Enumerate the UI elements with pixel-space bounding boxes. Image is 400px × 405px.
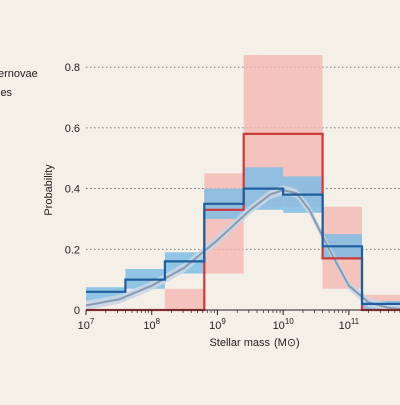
x-tick-base: 10 bbox=[273, 320, 285, 332]
y-tick-label-3: 0.6 bbox=[65, 123, 80, 135]
y-tick-label-1: 0.2 bbox=[65, 244, 80, 256]
x-tick-label-1: 108 bbox=[143, 317, 160, 332]
blue-step-line bbox=[86, 187, 400, 305]
y-tick-label-2: 0.4 bbox=[65, 184, 80, 196]
x-tick-label-3: 1010 bbox=[273, 317, 295, 332]
x-tick-exponent: 7 bbox=[90, 317, 95, 326]
x-tick-exponent: 8 bbox=[156, 317, 161, 326]
y-tick-label-4: 0.8 bbox=[65, 62, 80, 74]
y-tick-label-0: 0 bbox=[74, 305, 80, 317]
x-tick-exponent: 9 bbox=[221, 317, 226, 326]
x-tick-exponent: 10 bbox=[285, 317, 294, 326]
x-axis-label: Stellar mass bbox=[209, 337, 270, 349]
x-tick-label-2: 109 bbox=[209, 317, 226, 332]
x-tick-base: 10 bbox=[78, 320, 90, 332]
y-axis-label: Probability bbox=[43, 164, 55, 216]
legend: ernovae ies bbox=[0, 68, 38, 99]
x-tick-label-0: 107 bbox=[78, 317, 95, 332]
legend-label-1: ies bbox=[0, 87, 13, 99]
x-tick-label-4: 1011 bbox=[339, 317, 360, 332]
x-tick-base: 10 bbox=[209, 320, 221, 332]
x-axis-unit: (M⊙) bbox=[274, 337, 300, 349]
axes bbox=[85, 309, 400, 315]
x-tick-base: 10 bbox=[143, 320, 155, 332]
x-tick-exponent: 11 bbox=[351, 317, 360, 326]
red-error-band-2 bbox=[164, 288, 205, 310]
x-tick-base: 10 bbox=[339, 320, 351, 332]
legend-label-0: ernovae bbox=[0, 68, 38, 80]
